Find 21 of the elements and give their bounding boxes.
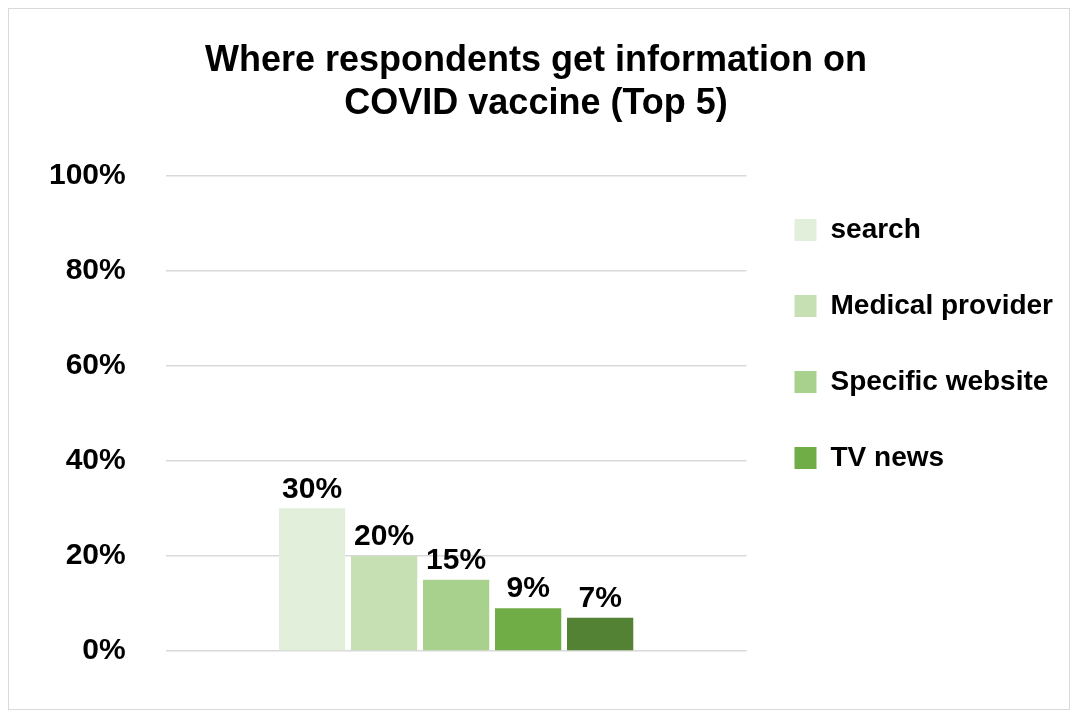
data-label: 9% [506,570,550,604]
chart-title: Where respondents get information on COVID vaccine (Top 5) [204,37,868,122]
bar [567,617,634,651]
y-tick-label: 0% [82,632,126,666]
y-tick-label: 40% [65,442,126,476]
bar [350,555,418,651]
bar [278,508,346,651]
data-label: 7% [578,579,622,613]
bar [422,579,490,651]
y-tick-label: 80% [65,251,126,285]
bar [495,608,562,651]
legend-label: Specific website [830,364,1049,396]
legend-label: TV news [830,440,945,472]
legend-label: search [830,212,921,244]
data-label: 15% [426,541,487,575]
y-tick-label: 20% [65,537,126,571]
y-tick-label: 60% [65,346,126,380]
legend-label: Medical provider [830,288,1054,320]
data-label: 20% [354,518,415,552]
data-label: 30% [282,470,343,504]
y-tick-label: 100% [48,156,126,190]
